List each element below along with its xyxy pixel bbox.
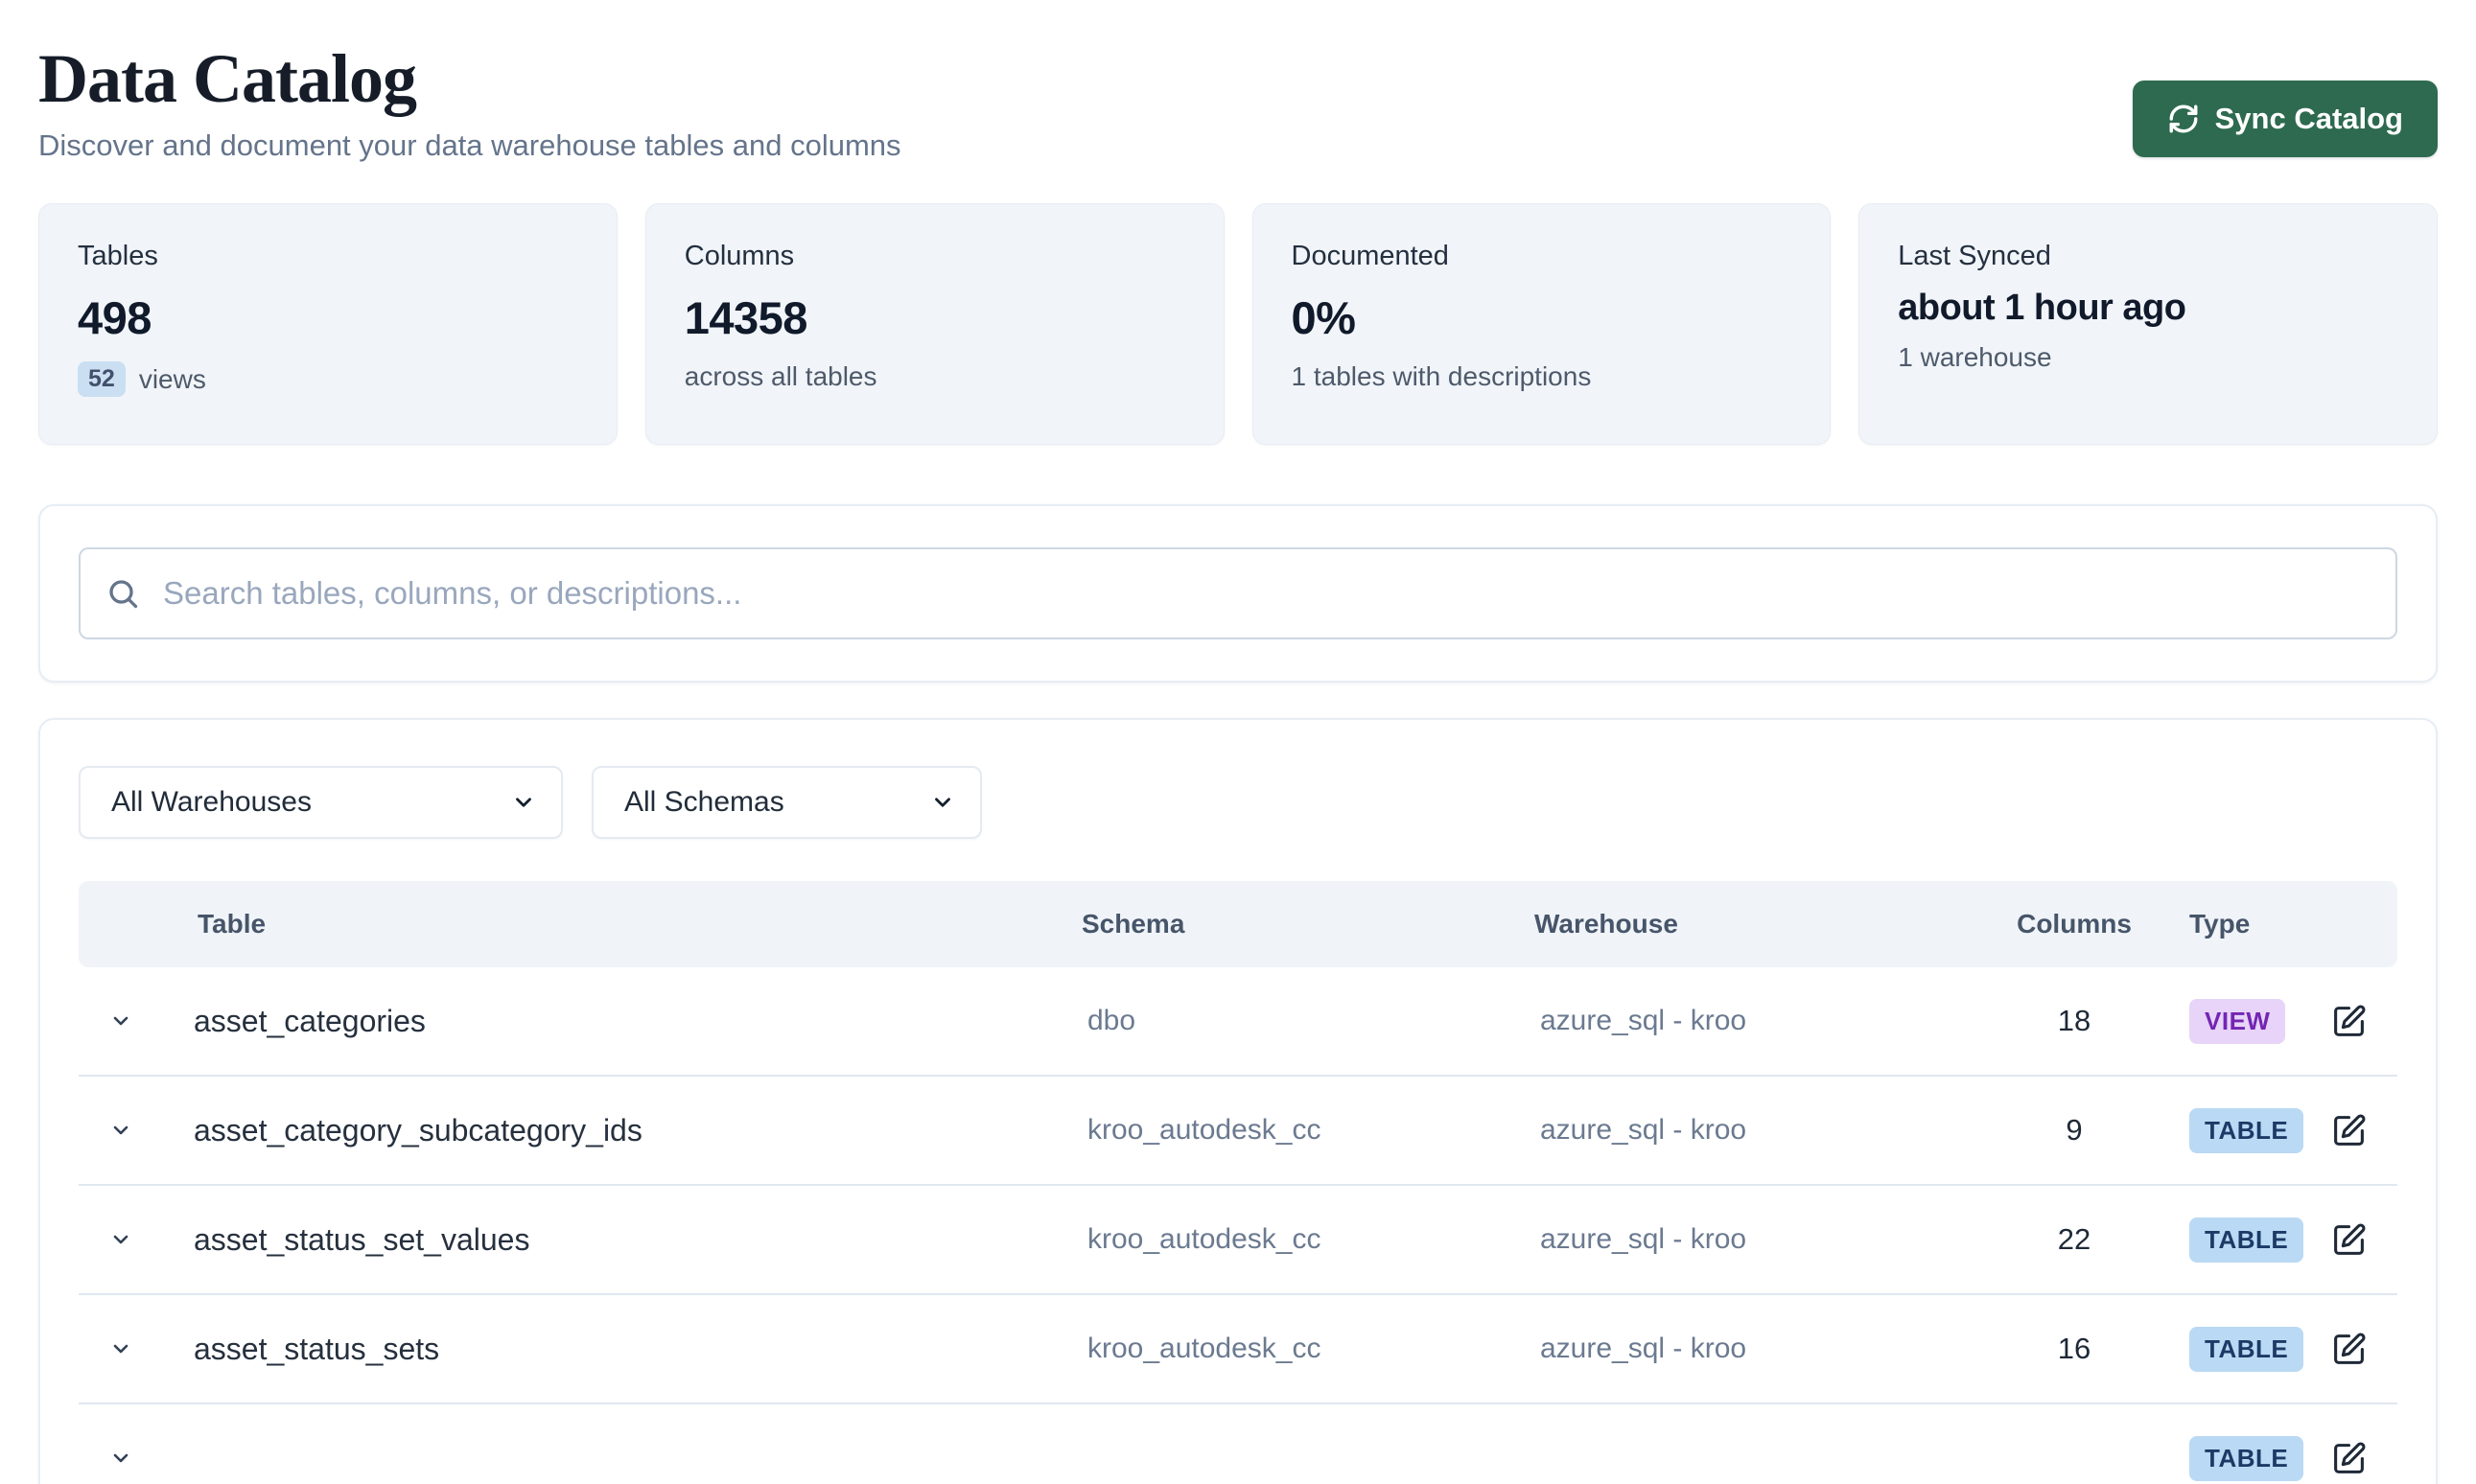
table-header-row: Table Schema Warehouse Columns Type bbox=[79, 881, 2397, 968]
stat-label: Last Synced bbox=[1898, 241, 2051, 272]
edit-icon[interactable] bbox=[2331, 1222, 2367, 1258]
search-icon bbox=[105, 576, 140, 611]
expand-cell bbox=[79, 1009, 171, 1032]
chevron-down-icon bbox=[930, 790, 955, 815]
expand-cell bbox=[79, 1119, 171, 1142]
stat-card-last-synced: Last Synced about 1 hour ago 1 warehouse bbox=[1858, 203, 2438, 446]
type-badge: VIEW bbox=[2189, 998, 2286, 1044]
schema-cell: kroo_autodesk_cc bbox=[1087, 1114, 1321, 1147]
tables-list: Table Schema Warehouse Columns Type asse… bbox=[79, 881, 2397, 1484]
schema-filter-select[interactable]: All Schemas bbox=[592, 766, 982, 840]
type-cell: TABLE bbox=[2137, 1217, 2304, 1263]
actions-cell bbox=[2300, 1113, 2397, 1148]
actions-cell bbox=[2300, 1441, 2397, 1476]
stats-cards: Tables 498 52 views Columns 14358 across… bbox=[38, 203, 2438, 446]
table-row[interactable]: TABLE bbox=[79, 1404, 2397, 1484]
stat-subtext: 1 tables with descriptions bbox=[1291, 361, 1592, 392]
table-row[interactable]: asset_category_subcategory_ids kroo_auto… bbox=[79, 1077, 2397, 1187]
columns-count-cell: 16 bbox=[2057, 1332, 2091, 1366]
actions-cell bbox=[2300, 1332, 2397, 1367]
type-cell: TABLE bbox=[2137, 1435, 2304, 1481]
page-subtitle: Discover and document your data warehous… bbox=[38, 128, 901, 163]
actions-cell bbox=[2300, 1222, 2397, 1258]
columns-count-cell: 18 bbox=[2057, 1004, 2091, 1038]
column-header-type: Type bbox=[2189, 909, 2251, 939]
page-header: Data Catalog Discover and document your … bbox=[38, 42, 2438, 163]
type-badge: TABLE bbox=[2189, 1435, 2304, 1481]
sync-catalog-label: Sync Catalog bbox=[2214, 102, 2403, 135]
type-badge: TABLE bbox=[2189, 1326, 2304, 1372]
column-header-columns: Columns bbox=[2017, 909, 2132, 939]
filter-bar: All Warehouses All Schemas bbox=[79, 766, 2397, 840]
edit-icon[interactable] bbox=[2331, 1332, 2367, 1367]
schema-filter-value: All Schemas bbox=[624, 786, 784, 819]
warehouse-filter-value: All Warehouses bbox=[111, 786, 312, 819]
catalog-card: All Warehouses All Schemas Table Schema … bbox=[38, 718, 2438, 1484]
type-badge: TABLE bbox=[2189, 1107, 2304, 1153]
type-cell: TABLE bbox=[2137, 1107, 2304, 1153]
chevron-down-icon bbox=[511, 790, 536, 815]
stat-subtext: 1 warehouse bbox=[1898, 342, 2052, 373]
warehouse-filter-select[interactable]: All Warehouses bbox=[79, 766, 563, 840]
expand-cell bbox=[79, 1447, 171, 1470]
chevron-down-icon[interactable] bbox=[109, 1009, 132, 1032]
stat-card-tables: Tables 498 52 views bbox=[38, 203, 618, 446]
table-row[interactable]: asset_status_sets kroo_autodesk_cc azure… bbox=[79, 1295, 2397, 1405]
warehouse-cell: azure_sql - kroo bbox=[1540, 1223, 1747, 1256]
stat-value: 498 bbox=[78, 292, 152, 344]
search-section bbox=[38, 504, 2438, 684]
expand-cell bbox=[79, 1228, 171, 1251]
stat-value: 0% bbox=[1291, 292, 1356, 344]
type-cell: VIEW bbox=[2137, 998, 2300, 1044]
columns-count-cell: 22 bbox=[2057, 1222, 2091, 1257]
stat-subtext: 52 views bbox=[78, 361, 578, 398]
table-body: asset_categories dbo azure_sql - kroo 18… bbox=[79, 967, 2397, 1484]
stat-value: about 1 hour ago bbox=[1898, 288, 2186, 329]
stat-card-columns: Columns 14358 across all tables bbox=[644, 203, 1225, 446]
column-header-schema: Schema bbox=[1082, 909, 1185, 939]
sync-refresh-icon bbox=[2167, 103, 2200, 135]
views-count-badge: 52 bbox=[78, 361, 126, 398]
warehouse-cell: azure_sql - kroo bbox=[1540, 1005, 1747, 1037]
schema-cell: dbo bbox=[1087, 1005, 1136, 1037]
type-cell: TABLE bbox=[2137, 1326, 2304, 1372]
column-header-warehouse: Warehouse bbox=[1534, 909, 1678, 939]
edit-icon[interactable] bbox=[2331, 1441, 2367, 1476]
warehouse-cell: azure_sql - kroo bbox=[1540, 1333, 1747, 1365]
table-name-cell: asset_status_sets bbox=[194, 1331, 440, 1366]
edit-icon[interactable] bbox=[2331, 1004, 2367, 1039]
schema-cell: kroo_autodesk_cc bbox=[1087, 1333, 1321, 1365]
chevron-down-icon[interactable] bbox=[109, 1447, 132, 1470]
search-input[interactable] bbox=[163, 575, 2371, 613]
actions-cell bbox=[2300, 1004, 2397, 1039]
sync-catalog-button[interactable]: Sync Catalog bbox=[2132, 81, 2438, 157]
expand-cell bbox=[79, 1337, 171, 1360]
column-header-table: Table bbox=[198, 909, 267, 939]
views-label: views bbox=[138, 363, 206, 394]
table-row[interactable]: asset_status_set_values kroo_autodesk_cc… bbox=[79, 1186, 2397, 1296]
edit-icon[interactable] bbox=[2331, 1113, 2367, 1148]
table-name-cell: asset_category_subcategory_ids bbox=[194, 1112, 642, 1148]
chevron-down-icon[interactable] bbox=[109, 1119, 132, 1142]
stat-label: Documented bbox=[1291, 241, 1449, 272]
search-box bbox=[79, 547, 2397, 640]
columns-count-cell: 9 bbox=[2066, 1113, 2083, 1148]
type-badge: TABLE bbox=[2189, 1217, 2304, 1263]
stat-card-documented: Documented 0% 1 tables with descriptions bbox=[1251, 203, 1832, 446]
stat-subtext: across all tables bbox=[684, 361, 877, 392]
chevron-down-icon[interactable] bbox=[109, 1228, 132, 1251]
stat-value: 14358 bbox=[684, 292, 808, 344]
table-name-cell: asset_status_set_values bbox=[194, 1221, 530, 1257]
stat-label: Columns bbox=[684, 241, 795, 272]
warehouse-cell: azure_sql - kroo bbox=[1540, 1114, 1747, 1147]
page-title: Data Catalog bbox=[38, 40, 417, 117]
title-block: Data Catalog Discover and document your … bbox=[38, 42, 901, 163]
stat-label: Tables bbox=[78, 241, 158, 272]
schema-cell: kroo_autodesk_cc bbox=[1087, 1223, 1321, 1256]
chevron-down-icon[interactable] bbox=[109, 1337, 132, 1360]
table-row[interactable]: asset_categories dbo azure_sql - kroo 18… bbox=[79, 967, 2397, 1078]
table-name-cell: asset_categories bbox=[194, 1003, 426, 1038]
